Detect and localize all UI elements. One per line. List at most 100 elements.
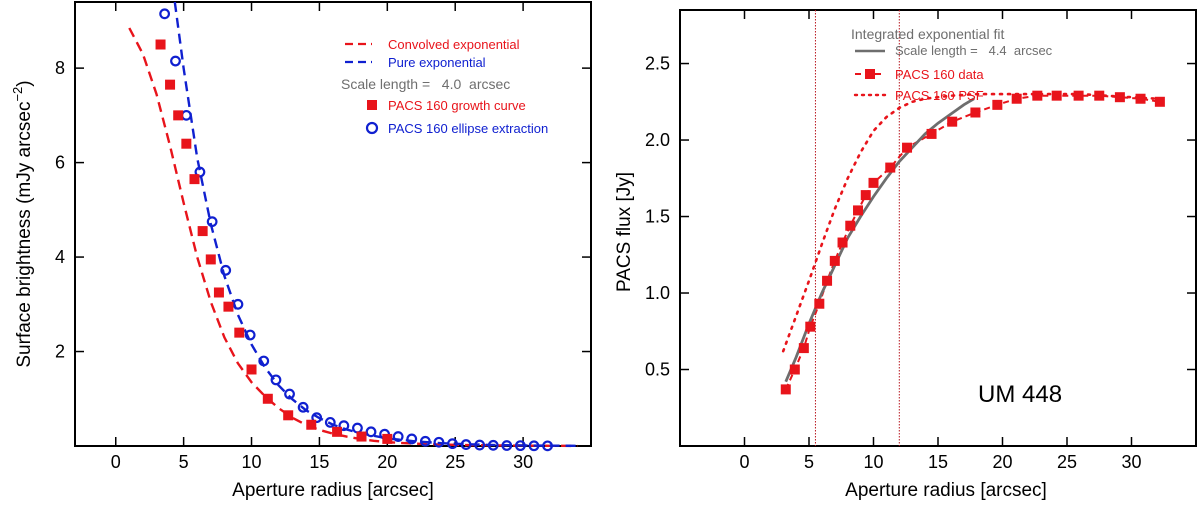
growth-curve-point (262, 393, 273, 404)
ellipse-extraction-point (324, 416, 336, 428)
psf-line (781, 92, 1159, 353)
data-point (798, 343, 809, 354)
data-point (1154, 96, 1165, 107)
left-plot-frame (74, 1, 592, 447)
ellipse-extraction-point (159, 8, 171, 20)
data-point (853, 205, 864, 216)
ellipse-extraction-point (419, 435, 431, 447)
ellipse-extraction-point (220, 264, 232, 276)
right-x-tick-label: 15 (928, 452, 948, 472)
exponential-fit-line (784, 97, 975, 383)
growth-curve-point (356, 431, 367, 442)
left-y-tick-label: 8 (55, 58, 65, 78)
left-y-ticks: 2 4 6 8 (55, 58, 591, 362)
ellipse-extraction-point (392, 431, 404, 442)
data-point (780, 384, 791, 395)
ellipse-extraction-point (433, 436, 445, 448)
right-y-tick-label: 0.5 (645, 360, 670, 380)
data-point (885, 162, 896, 173)
data-point (789, 364, 800, 375)
data-point (1073, 90, 1084, 101)
right-x-tick-label: 0 (739, 452, 749, 472)
left-legend-ellipse-swatch (365, 121, 379, 135)
ellipse-extraction-point (365, 426, 377, 438)
ellipse-extraction-point (194, 166, 206, 178)
data-point (845, 220, 856, 231)
data-point (992, 99, 1003, 110)
data-point (868, 177, 879, 188)
left-x-tick-label: 10 (242, 452, 262, 472)
data-point (926, 128, 937, 139)
data-point (860, 190, 871, 201)
ellipse-extraction-point (232, 298, 244, 310)
right-y-tick-label: 1.5 (645, 207, 670, 227)
growth-curve-point (189, 174, 200, 185)
pure-exponential-line (173, 1, 578, 447)
right-y-tick-label: 2.0 (645, 130, 670, 150)
right-annotation: UM 448 (978, 381, 1062, 408)
data-point (970, 107, 981, 118)
right-legend-data-swatch-marker (865, 69, 875, 79)
growth-curve-point (197, 226, 208, 237)
growth-curve-point (213, 287, 224, 298)
right-x-tick-label: 10 (863, 452, 883, 472)
data-point (1114, 92, 1125, 103)
right-x-axis-label: Aperture radius [arcsec] (845, 480, 1047, 501)
data-point (837, 237, 848, 248)
right-legend: Integrated exponential fit Scale length … (851, 26, 1053, 103)
data-point (1011, 93, 1022, 104)
left-legend-pure-label: Pure exponential (388, 55, 486, 70)
ellipse-extraction-point (270, 374, 282, 386)
right-legend-psf-label: PACS 160 PSF (895, 88, 984, 103)
right-x-ticks: 0 5 10 15 20 25 30 (739, 10, 1142, 472)
left-x-ticks: 0 5 10 15 20 25 30 (111, 2, 533, 472)
growth-curve-point (382, 433, 393, 444)
growth-curve-point (155, 39, 166, 50)
ellipse-extraction-point (474, 439, 486, 451)
left-legend-growth-swatch (367, 100, 377, 110)
ellipse-extraction-point (284, 388, 295, 400)
left-chart: 0 5 10 15 20 25 30 2 4 6 8 Aperture radius [arcse… (10, 1, 592, 501)
data-point (1032, 90, 1043, 101)
right-x-tick-label: 20 (992, 452, 1012, 472)
left-x-tick-label: 20 (377, 452, 397, 472)
ellipse-extraction-point (501, 440, 513, 451)
ellipse-extraction-point (514, 440, 526, 452)
right-legend-data-label: PACS 160 data (895, 67, 984, 82)
left-x-tick-label: 25 (445, 452, 465, 472)
right-vertical-lines (814, 10, 900, 446)
right-series (780, 90, 1165, 395)
data-point (829, 255, 840, 266)
right-y-tick-label: 2.5 (645, 54, 670, 74)
ellipse-extraction-point (460, 439, 472, 450)
growth-curve-point (223, 301, 234, 312)
data-point (947, 116, 958, 127)
data-point (902, 142, 913, 153)
left-y-tick-label: 4 (55, 247, 65, 267)
ellipse-extraction-point (406, 433, 418, 445)
data-point (1094, 90, 1105, 101)
ellipse-extraction-point (258, 355, 270, 367)
right-x-tick-label: 30 (1121, 452, 1141, 472)
left-x-tick-label: 5 (179, 452, 189, 472)
left-y-tick-label: 6 (55, 153, 65, 173)
right-chart: 0 5 10 15 20 25 30 0.5 1.0 1.5 2.0 2.5 Aperture ra… (614, 9, 1197, 501)
ellipse-extraction-point (352, 422, 363, 434)
left-legend-growth-label: PACS 160 growth curve (388, 98, 526, 113)
right-legend-title: Integrated exponential fit (851, 26, 1004, 42)
ellipse-extraction-point (206, 216, 218, 228)
right-x-tick-label: 25 (1057, 452, 1077, 472)
data-point (1051, 90, 1062, 101)
ellipse-extraction-point (311, 412, 323, 424)
right-y-tick-label: 1.0 (645, 283, 670, 303)
growth-curve-point (205, 254, 216, 265)
right-y-axis-label: PACS flux [Jy] (614, 172, 635, 292)
ellipse-extraction-point (170, 55, 181, 67)
growth-curve-point (332, 426, 343, 437)
left-legend: Convolved exponential Pure exponential S… (341, 37, 548, 136)
ellipse-extraction-point (542, 440, 553, 452)
ellipse-extraction-point (338, 420, 350, 432)
left-legend-convolved-label: Convolved exponential (388, 37, 520, 52)
ellipse-extraction-point (297, 401, 309, 413)
left-x-axis-label: Aperture radius [arcsec] (232, 480, 434, 501)
